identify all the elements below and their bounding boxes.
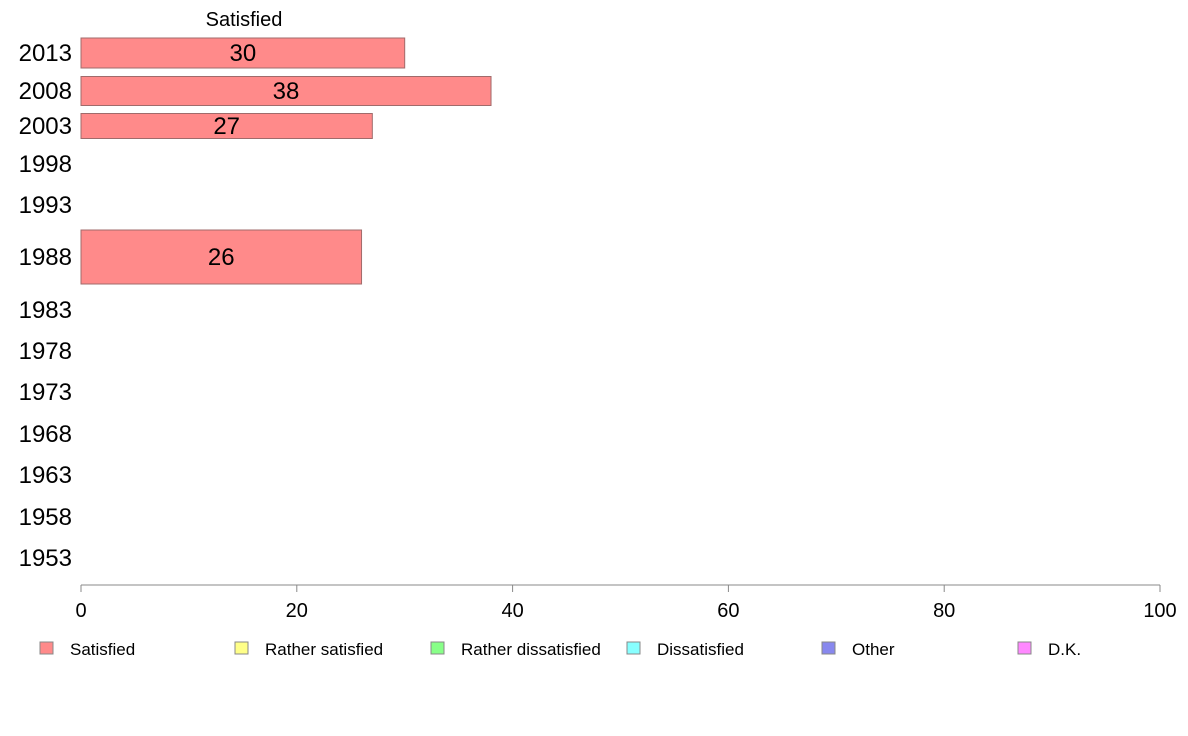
x-tick-label-0: 0 xyxy=(75,600,86,622)
bars: 30 38 27 26 xyxy=(80,37,492,285)
y-tick-label-2013: 2013 xyxy=(19,40,72,67)
x-axis: 0 20 40 60 80 100 xyxy=(75,584,1177,622)
y-tick-label-1973: 1973 xyxy=(19,379,72,406)
data-label-satisfied-2013: 30 xyxy=(229,40,256,67)
column-header: Satisfied xyxy=(206,9,283,31)
legend-swatch-satisfied xyxy=(39,641,54,655)
y-tick-label-1958: 1958 xyxy=(19,504,72,531)
x-tick-label-60: 60 xyxy=(717,600,739,622)
legend-label-dissatisfied: Dissatisfied xyxy=(657,640,744,659)
y-tick-label-1983: 1983 xyxy=(19,297,72,324)
y-tick-label-1968: 1968 xyxy=(19,421,72,448)
bar-satisfied-2008 xyxy=(80,76,492,106)
y-tick-label-2003: 2003 xyxy=(19,113,72,140)
legend: Satisfied Rather satisfied Rather dissatis… xyxy=(39,640,1081,659)
data-label-satisfied-2003: 27 xyxy=(213,113,240,140)
legend-swatch-rather-dissatisfied xyxy=(430,641,445,655)
legend-swatch-rather-satisfied xyxy=(234,641,249,655)
legend-label-rather-dissatisfied: Rather dissatisfied xyxy=(461,640,601,659)
y-tick-label-2008: 2008 xyxy=(19,78,72,105)
legend-label-satisfied: Satisfied xyxy=(70,640,135,659)
bar-satisfied-1988 xyxy=(80,229,363,285)
data-label-satisfied-1988: 26 xyxy=(208,244,235,271)
x-tick-label-20: 20 xyxy=(286,600,308,622)
legend-label-rather-satisfied: Rather satisfied xyxy=(265,640,383,659)
x-tick-label-100: 100 xyxy=(1143,600,1176,622)
y-tick-label-1953: 1953 xyxy=(19,545,72,572)
bar-satisfied-2013 xyxy=(80,37,406,69)
x-tick-label-80: 80 xyxy=(933,600,955,622)
legend-swatch-d-k xyxy=(1017,641,1032,655)
y-tick-label-1998: 1998 xyxy=(19,151,72,178)
y-tick-label-1988: 1988 xyxy=(19,244,72,271)
legend-swatch-dissatisfied xyxy=(626,641,641,655)
category-rows: 2013 2008 2003 1998 1993 1988 1983 1978 1973 1968… xyxy=(19,40,72,572)
y-tick-label-1978: 1978 xyxy=(19,338,72,365)
data-label-satisfied-2008: 38 xyxy=(273,78,300,105)
legend-label-d-k: D.K. xyxy=(1048,640,1081,659)
bar-satisfied-2003 xyxy=(80,113,373,139)
legend-swatch-other xyxy=(821,641,836,655)
y-tick-label-1963: 1963 xyxy=(19,462,72,489)
x-tick-label-40: 40 xyxy=(501,600,523,622)
legend-label-other: Other xyxy=(852,640,895,659)
y-tick-label-1993: 1993 xyxy=(19,192,72,219)
